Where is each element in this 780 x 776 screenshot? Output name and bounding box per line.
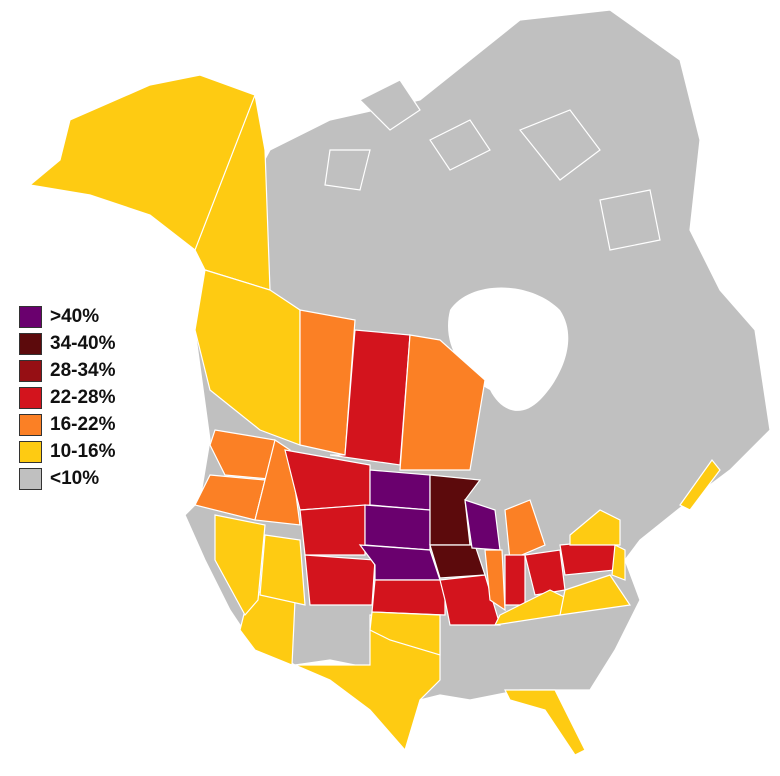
legend-label: 16-22% [50,414,116,435]
island-region [324,149,371,191]
region-oklahoma [369,611,441,656]
legend-item: 34-40% [19,332,116,356]
legend-swatch [19,414,42,436]
legend-item: 22-28% [19,386,116,410]
region-saskatchewan [329,329,411,466]
legend-item: 16-22% [19,413,116,437]
region-south-dakota [364,504,431,551]
region-manitoba [399,334,486,471]
legend-swatch [19,333,42,355]
island-region [519,109,601,181]
legend: >40% 34-40% 28-34% 22-28% 16-22% 10-16% … [19,305,116,494]
region-nova-scotia [679,459,721,511]
region-illinois [484,549,506,612]
legend-label: 34-40% [50,333,116,354]
island-region [429,119,491,171]
region-kansas [371,579,446,616]
region-colorado [304,554,376,606]
region-michigan [504,499,546,561]
region-indiana [504,554,526,606]
legend-swatch [19,306,42,328]
legend-item: <10% [19,467,116,491]
legend-item: >40% [19,305,116,329]
region-virginia-west-virginia [559,574,632,616]
legend-swatch [19,360,42,382]
region-new-jersey-maryland [611,544,626,581]
legend-item: 28-34% [19,359,116,383]
legend-swatch [19,387,42,409]
legend-label: 28-34% [50,360,116,381]
region-florida [504,689,586,756]
region-british-columbia [194,269,301,446]
region-wyoming [299,504,366,556]
region-missouri [439,574,501,626]
legend-label: >40% [50,306,100,327]
legend-item: 10-16% [19,440,116,464]
region-iowa [429,544,486,579]
region-minnesota [429,474,482,546]
legend-label: <10% [50,468,100,489]
region-utah [259,534,306,606]
island-region [599,189,661,251]
legend-label: 10-16% [50,441,116,462]
legend-label: 22-28% [50,387,116,408]
region-washington [209,429,281,481]
island-region [358,79,421,131]
region-nevada [214,514,266,617]
region-new-york [569,509,621,546]
legend-swatch [19,441,42,463]
legend-swatch [19,468,42,490]
region-north-dakota [369,469,431,511]
